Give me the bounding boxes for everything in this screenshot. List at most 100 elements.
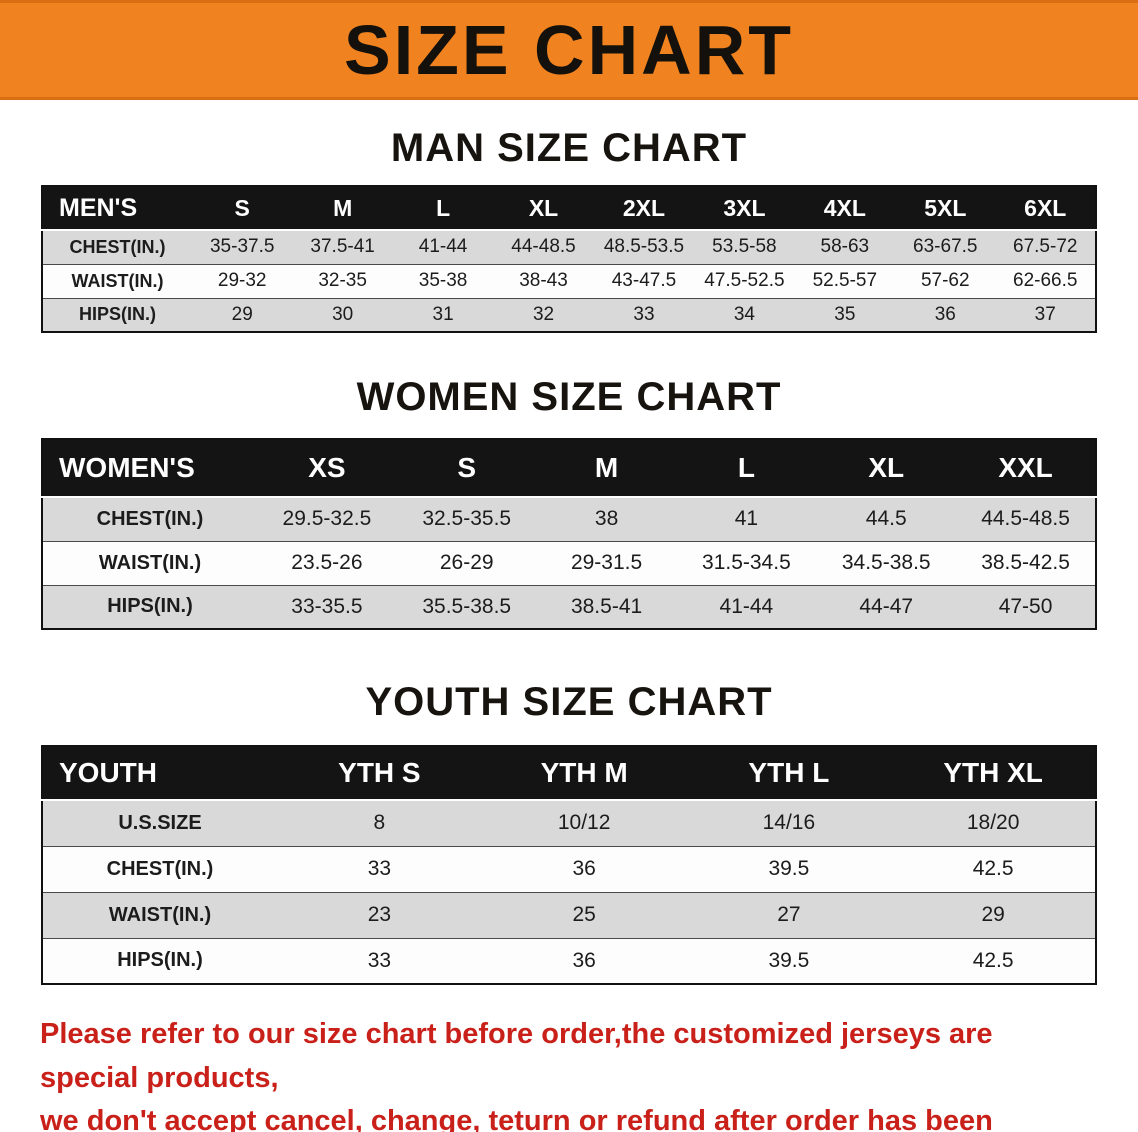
table-title-cell: WOMEN'S — [42, 439, 257, 498]
size-header-cell: YTH M — [481, 746, 687, 801]
disclaimer-line-2: we don't accept cancel, change, teturn o… — [40, 1105, 993, 1132]
value-cell: 31.5-34.5 — [676, 540, 817, 585]
youth-section-heading: YOUTH SIZE CHART — [365, 680, 773, 724]
women-section: WOMEN SIZE CHART WOMEN'S XS S M L XL XXL CHEST(… — [0, 375, 1138, 630]
value-cell: 38.5-42.5 — [956, 540, 1096, 585]
value-cell: 44.5 — [816, 496, 957, 541]
table-row: WAIST(IN.) 23 25 27 29 — [42, 891, 1096, 938]
value-cell: 27 — [686, 891, 892, 938]
value-cell: 62-66.5 — [995, 263, 1096, 298]
value-cell: 36 — [481, 937, 687, 984]
value-cell: 57-62 — [895, 263, 996, 298]
value-cell: 23 — [277, 891, 482, 938]
size-header-cell: L — [676, 439, 817, 498]
value-cell: 36 — [481, 845, 687, 892]
value-cell: 58-63 — [794, 229, 896, 264]
size-header-cell: XL — [493, 186, 594, 231]
row-label-cell: U.S.SIZE — [42, 799, 277, 846]
value-cell: 35.5-38.5 — [396, 584, 537, 629]
men-size-table: MEN'S S M L XL 2XL 3XL 4XL 5XL 6XL CHEST(IN.) 35-37… — [41, 185, 1097, 333]
value-cell: 44-47 — [816, 584, 957, 629]
value-cell: 47.5-52.5 — [694, 263, 795, 298]
value-cell: 47-50 — [956, 584, 1096, 629]
value-cell: 34.5-38.5 — [816, 540, 957, 585]
size-header-cell: M — [292, 186, 393, 231]
value-cell: 33 — [277, 937, 482, 984]
value-cell: 10/12 — [481, 799, 687, 846]
table-row: CHEST(IN.) 29.5-32.5 32.5-35.5 38 41 44.5 44.5… — [42, 496, 1096, 541]
size-header-cell: S — [192, 186, 293, 231]
value-cell: 26-29 — [396, 540, 537, 585]
women-size-table: WOMEN'S XS S M L XL XXL CHEST(IN.) 29.5-32.5 32.5… — [41, 438, 1097, 630]
row-label-cell: HIPS(IN.) — [42, 937, 277, 984]
row-label-cell: CHEST(IN.) — [42, 845, 277, 892]
table-title-cell: MEN'S — [42, 186, 192, 231]
youth-size-table: YOUTH YTH S YTH M YTH L YTH XL U.S.SIZE 8 10/12… — [41, 745, 1097, 985]
value-cell: 31 — [392, 297, 494, 332]
men-section-heading: MAN SIZE CHART — [390, 126, 748, 170]
size-header-cell: L — [392, 186, 494, 231]
size-header-cell: XL — [816, 439, 957, 498]
size-header-cell: XXL — [956, 439, 1096, 498]
value-cell: 29-31.5 — [536, 540, 677, 585]
value-cell: 39.5 — [686, 845, 892, 892]
value-cell: 53.5-58 — [694, 229, 795, 264]
size-chart-banner: SIZE CHART — [0, 0, 1138, 100]
value-cell: 36 — [895, 297, 996, 332]
youth-section: YOUTH SIZE CHART YOUTH YTH S YTH M YTH L YTH… — [0, 680, 1138, 985]
size-header-cell: YTH L — [686, 746, 892, 801]
value-cell: 41-44 — [392, 229, 494, 264]
table-header-row: WOMEN'S XS S M L XL XXL — [42, 439, 1096, 498]
value-cell: 33 — [277, 845, 482, 892]
value-cell: 23.5-26 — [257, 540, 397, 585]
value-cell: 18/20 — [891, 799, 1096, 846]
page-title: SIZE CHART — [344, 11, 794, 89]
value-cell: 34 — [694, 297, 795, 332]
table-title-cell: YOUTH — [42, 746, 277, 801]
size-header-cell: 4XL — [794, 186, 896, 231]
value-cell: 43-47.5 — [593, 263, 695, 298]
value-cell: 63-67.5 — [895, 229, 996, 264]
value-cell: 29.5-32.5 — [257, 496, 397, 541]
row-label-cell: WAIST(IN.) — [42, 891, 277, 938]
table-row: CHEST(IN.) 33 36 39.5 42.5 — [42, 845, 1096, 892]
row-label-cell: WAIST(IN.) — [42, 540, 257, 585]
men-section: MAN SIZE CHART MEN'S S M L XL 2XL 3XL 4XL 5XL 6XL… — [0, 126, 1138, 333]
value-cell: 37.5-41 — [292, 229, 393, 264]
value-cell: 32-35 — [292, 263, 393, 298]
value-cell: 52.5-57 — [794, 263, 896, 298]
value-cell: 41-44 — [676, 584, 817, 629]
value-cell: 42.5 — [891, 937, 1096, 984]
table-row: HIPS(IN.) 33-35.5 35.5-38.5 38.5-41 41-44 44-… — [42, 584, 1096, 629]
table-row: HIPS(IN.) 33 36 39.5 42.5 — [42, 937, 1096, 984]
value-cell: 33-35.5 — [257, 584, 397, 629]
value-cell: 33 — [593, 297, 695, 332]
table-row: CHEST(IN.) 35-37.5 37.5-41 41-44 44-48.5 48.5… — [42, 229, 1096, 264]
value-cell: 8 — [277, 799, 482, 846]
disclaimer-line-1: Please refer to our size chart before or… — [40, 1018, 993, 1094]
value-cell: 38.5-41 — [536, 584, 677, 629]
value-cell: 29 — [192, 297, 293, 332]
size-header-cell: YTH XL — [891, 746, 1096, 801]
value-cell: 38 — [536, 496, 677, 541]
value-cell: 41 — [676, 496, 817, 541]
value-cell: 35-37.5 — [192, 229, 293, 264]
value-cell: 29-32 — [192, 263, 293, 298]
women-section-heading: WOMEN SIZE CHART — [356, 375, 782, 419]
value-cell: 29 — [891, 891, 1096, 938]
size-header-cell: 2XL — [593, 186, 695, 231]
size-header-cell: M — [536, 439, 677, 498]
value-cell: 42.5 — [891, 845, 1096, 892]
size-header-cell: XS — [257, 439, 397, 498]
value-cell: 38-43 — [493, 263, 594, 298]
value-cell: 67.5-72 — [995, 229, 1096, 264]
value-cell: 32.5-35.5 — [396, 496, 537, 541]
row-label-cell: CHEST(IN.) — [42, 229, 192, 264]
table-row: U.S.SIZE 8 10/12 14/16 18/20 — [42, 799, 1096, 846]
table-row: HIPS(IN.) 29 30 31 32 33 34 35 36 37 — [42, 297, 1096, 332]
row-label-cell: HIPS(IN.) — [42, 584, 257, 629]
value-cell: 37 — [995, 297, 1096, 332]
value-cell: 44-48.5 — [493, 229, 594, 264]
disclaimer-text: Please refer to our size chart before or… — [40, 1013, 1098, 1132]
